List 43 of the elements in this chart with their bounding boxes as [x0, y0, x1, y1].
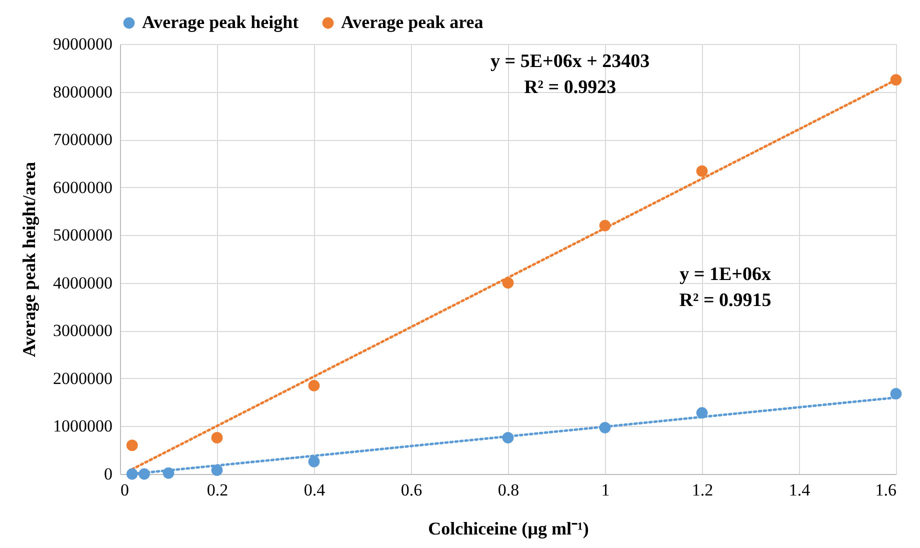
y-tick-label: 7000000 [53, 130, 112, 150]
y-tick-label: 5000000 [53, 226, 112, 245]
point [211, 432, 223, 444]
x-tick-label: 0 [120, 480, 129, 500]
point [599, 220, 611, 232]
annotation: R² = 0.9915 [679, 290, 772, 311]
legend-label: Average peak height [142, 12, 299, 32]
point [162, 467, 174, 479]
x-tick-label: 1 [601, 480, 610, 500]
point [138, 468, 150, 480]
point [696, 165, 708, 177]
point [890, 74, 902, 86]
annotation: R² = 0.9923 [524, 77, 616, 98]
point [890, 388, 902, 400]
x-tick-label: 0.8 [498, 480, 520, 500]
y-axis-title: Average peak height/area [19, 162, 39, 358]
y-tick-label: 6000000 [53, 178, 112, 197]
annotation: y = 5E+06x + 23403 [490, 51, 650, 72]
y-tick-label: 2000000 [53, 368, 112, 388]
legend-label: Average peak area [341, 12, 484, 32]
x-tick-label: 0.4 [304, 480, 326, 500]
x-axis-title: Colchiceine (µg ml⁻¹) [428, 518, 589, 538]
y-tick-label: 9000000 [53, 34, 112, 54]
point [502, 432, 514, 444]
point [308, 380, 320, 392]
x-tick-label: 1.4 [788, 480, 811, 500]
y-tick-label: 0 [104, 464, 112, 484]
point [696, 407, 708, 419]
point [502, 277, 514, 289]
x-tick-label: 1.6 [875, 480, 896, 500]
point [126, 440, 138, 452]
x-tick-label: 0.2 [206, 480, 228, 500]
point [211, 464, 223, 476]
y-tick-label: 3000000 [53, 321, 112, 340]
point [599, 422, 611, 434]
x-tick-label: 0.6 [400, 480, 422, 500]
y-tick-label: 1000000 [53, 416, 112, 436]
y-tick-label: 4000000 [53, 273, 112, 292]
point [126, 468, 138, 480]
annotation: y = 1E+06x [680, 264, 772, 286]
point [308, 456, 320, 468]
y-tick-label: 8000000 [53, 82, 112, 102]
x-tick-label: 1.2 [692, 480, 714, 500]
